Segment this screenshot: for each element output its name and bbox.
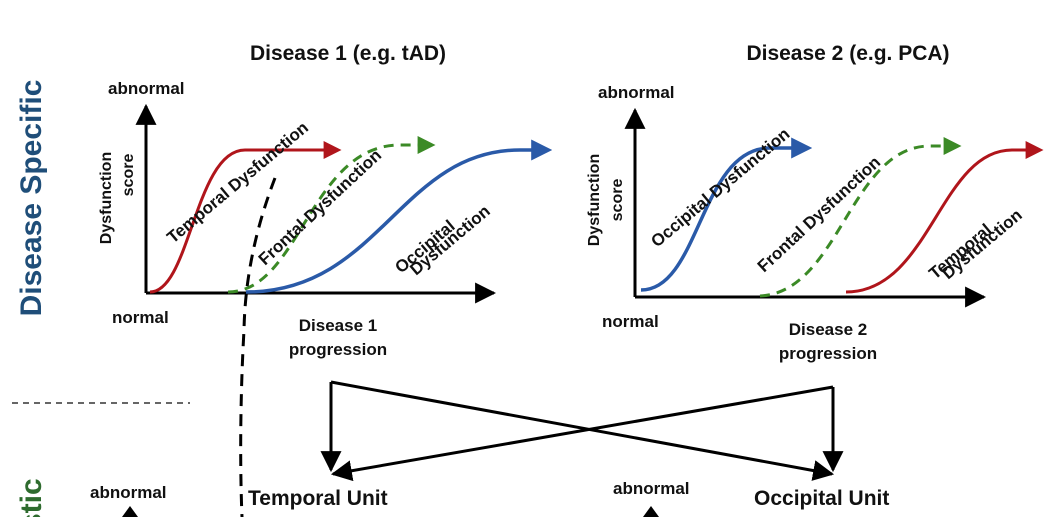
panel1-temporal-curve (149, 141, 342, 294)
panel2-occipital-label: Occipital Dysfunction (647, 124, 793, 251)
panel2-y-normal: normal (602, 312, 659, 331)
panel2-temporal-label-2: Dysfunction (938, 205, 1025, 283)
lower-right-abnormal: abnormal (613, 479, 690, 498)
panel1-x-axis-label-2: progression (289, 340, 387, 359)
panel2-occipital-curve (640, 137, 813, 292)
panel2-y-axis-label: Dysfunction (586, 154, 603, 246)
lower-left-abnormal: abnormal (90, 483, 167, 502)
panel1-y-normal: normal (112, 308, 169, 327)
panel2-y-axis-label-2: score (609, 179, 626, 222)
cross-arrows (320, 380, 844, 482)
panel1-x-axis-label: Disease 1 (299, 316, 377, 335)
panel1-y-axis-label-2: score (120, 154, 137, 197)
panel-disease-2: Disease 2 (e.g. PCA) abnormal normal Dys… (586, 42, 1044, 363)
cross-line-right-to-left (330, 385, 834, 482)
section-label-disease-specific: Disease Specific (15, 80, 48, 317)
lower-left-y-axis-arrow (122, 506, 138, 517)
panel2-temporal-curve (845, 141, 1044, 294)
lower-right-y-axis-arrow (643, 506, 659, 517)
occipital-unit-label: Occipital Unit (754, 487, 889, 510)
panel2-x-axis-label-2: progression (779, 344, 877, 363)
panel2-y-abnormal: abnormal (598, 83, 675, 102)
panel1-frontal-curve (227, 136, 436, 294)
panel-disease-1: Disease 1 (e.g. tAD) abnormal normal Dys… (98, 42, 553, 517)
cross-line-left-to-right (330, 380, 835, 481)
panel2-x-axis-label: Disease 2 (789, 320, 867, 339)
panel2-frontal-curve (759, 137, 962, 298)
section-label-lower-partial: stic (15, 478, 48, 517)
panel1-title: Disease 1 (e.g. tAD) (250, 42, 446, 65)
panel1-divider-dashed (239, 177, 277, 517)
panel1-occipital-curve (245, 139, 553, 294)
temporal-unit-label: Temporal Unit (248, 487, 388, 510)
panel1-y-abnormal: abnormal (108, 79, 185, 98)
panel2-title: Disease 2 (e.g. PCA) (746, 42, 949, 65)
panel1-y-axis-label: Dysfunction (98, 152, 115, 244)
